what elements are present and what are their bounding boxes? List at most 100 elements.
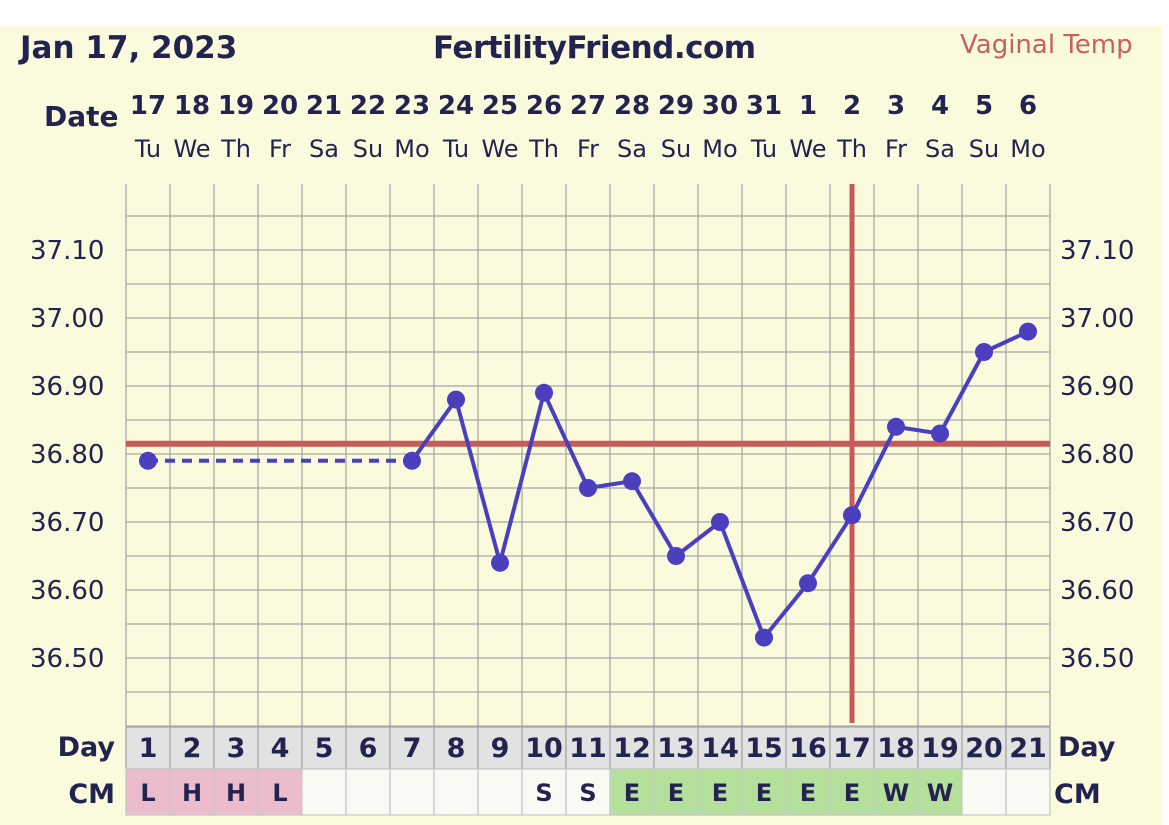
weekday-label: Tu [750, 135, 777, 163]
day-cell [389, 726, 435, 770]
cycle-day-number: 1 [139, 733, 158, 764]
date-label: 28 [614, 91, 650, 121]
date-label: 17 [130, 91, 166, 121]
bbt-chart: 17Tu18We19Th20Fr21Sa22Su23Mo24Tu25We26Th… [30, 91, 1134, 816]
day-cell [785, 726, 831, 770]
temp-point [139, 451, 157, 470]
temp-line-segment [718, 521, 766, 639]
temp-line-segment [542, 391, 590, 489]
cm-value: L [140, 779, 155, 807]
temp-line-segment [850, 425, 898, 517]
ytick-label-right: 36.50 [1060, 644, 1134, 674]
cm-cell [213, 768, 259, 816]
weekday-label: Sa [925, 135, 955, 163]
cm-value: W [927, 779, 953, 807]
day-cell [1005, 726, 1051, 770]
cm-cell [741, 768, 787, 816]
cycle-day-number: 16 [789, 733, 827, 764]
temp-line-segment [498, 392, 546, 564]
cycle-day-number: 5 [315, 733, 334, 764]
day-cell [829, 726, 875, 770]
cycle-day-number: 20 [965, 733, 1003, 764]
cm-value: E [844, 779, 860, 807]
temp-point [447, 390, 465, 409]
temp-type-label: Vaginal Temp [960, 30, 1133, 60]
temp-point [1019, 322, 1037, 341]
cm-cell [653, 768, 699, 816]
weekday-label: Th [528, 135, 559, 163]
site-name[interactable]: FertilityFriend.com [433, 30, 756, 66]
cm-cell [477, 768, 523, 816]
cycle-day-number: 17 [833, 733, 871, 764]
cycle-day-number: 14 [701, 733, 739, 764]
date-label: 22 [350, 91, 386, 121]
cm-cell [961, 768, 1007, 816]
weekday-label: We [173, 135, 210, 163]
date-label: 23 [394, 91, 430, 121]
cm-value: E [756, 779, 772, 807]
day-cell [301, 726, 347, 770]
date-label: 20 [262, 91, 298, 121]
date-label: 30 [702, 91, 738, 121]
cm-cell [565, 768, 611, 816]
day-cell [609, 726, 655, 770]
date-row-label: Date [44, 100, 119, 133]
cm-cell [873, 768, 919, 816]
cm-value: E [712, 779, 728, 807]
temp-point [887, 417, 905, 436]
temp-point [491, 553, 509, 572]
date-label: 19 [218, 91, 254, 121]
ytick-label-left: 36.50 [30, 644, 104, 674]
weekday-label: Sa [617, 135, 647, 163]
cycle-day-number: 2 [183, 733, 202, 764]
temp-point [535, 383, 553, 402]
cm-row-label: CM [68, 779, 115, 810]
day-cell [433, 726, 479, 770]
temp-line-segment [630, 480, 678, 558]
ytick-label-left: 36.90 [30, 372, 104, 402]
cm-cell [785, 768, 831, 816]
date-label: 21 [306, 91, 342, 121]
chart-date: Jan 17, 2023 [20, 30, 238, 66]
date-label: 4 [931, 91, 949, 121]
ytick-label-right: 36.70 [1060, 508, 1134, 538]
cycle-day-number: 18 [877, 733, 915, 764]
cm-row-label-right: CM [1054, 779, 1101, 810]
cm-value: H [226, 779, 246, 807]
temp-point [975, 343, 993, 361]
temp-line-segment [454, 399, 502, 564]
cycle-day-number: 21 [1009, 733, 1047, 764]
date-label: 2 [843, 91, 861, 121]
date-label: 25 [482, 91, 518, 121]
cm-cell [1005, 768, 1051, 816]
ytick-label-right: 37.00 [1060, 304, 1134, 334]
weekday-label: Fr [269, 135, 291, 163]
ytick-label-left: 36.70 [30, 508, 104, 538]
temp-point [843, 506, 861, 525]
cm-cell [389, 768, 435, 816]
weekday-label: Su [661, 135, 691, 163]
cm-cell [257, 768, 303, 816]
weekday-label: Sa [309, 135, 339, 163]
chart-page: Jan 17, 2023 FertilityFriend.com Vaginal… [0, 26, 1162, 825]
cm-value: E [668, 779, 684, 807]
ytick-label-right: 36.80 [1060, 440, 1134, 470]
temp-line-segment [938, 351, 986, 435]
cm-value: L [272, 779, 287, 807]
cycle-day-number: 4 [271, 733, 290, 764]
temp-point [931, 424, 949, 443]
cycle-day-number: 6 [359, 733, 378, 764]
cycle-day-number: 3 [227, 733, 246, 764]
weekday-label: We [481, 135, 518, 163]
date-label: 24 [438, 91, 474, 121]
day-cell [125, 726, 171, 770]
cm-value: H [182, 779, 202, 807]
cm-cell [521, 768, 567, 816]
temp-point [579, 479, 597, 497]
date-label: 31 [746, 91, 782, 121]
day-cell [565, 726, 611, 770]
date-label: 29 [658, 91, 694, 121]
cycle-day-number: 8 [447, 733, 466, 764]
weekday-label: Tu [134, 135, 161, 163]
ytick-label-right: 36.90 [1060, 372, 1134, 402]
